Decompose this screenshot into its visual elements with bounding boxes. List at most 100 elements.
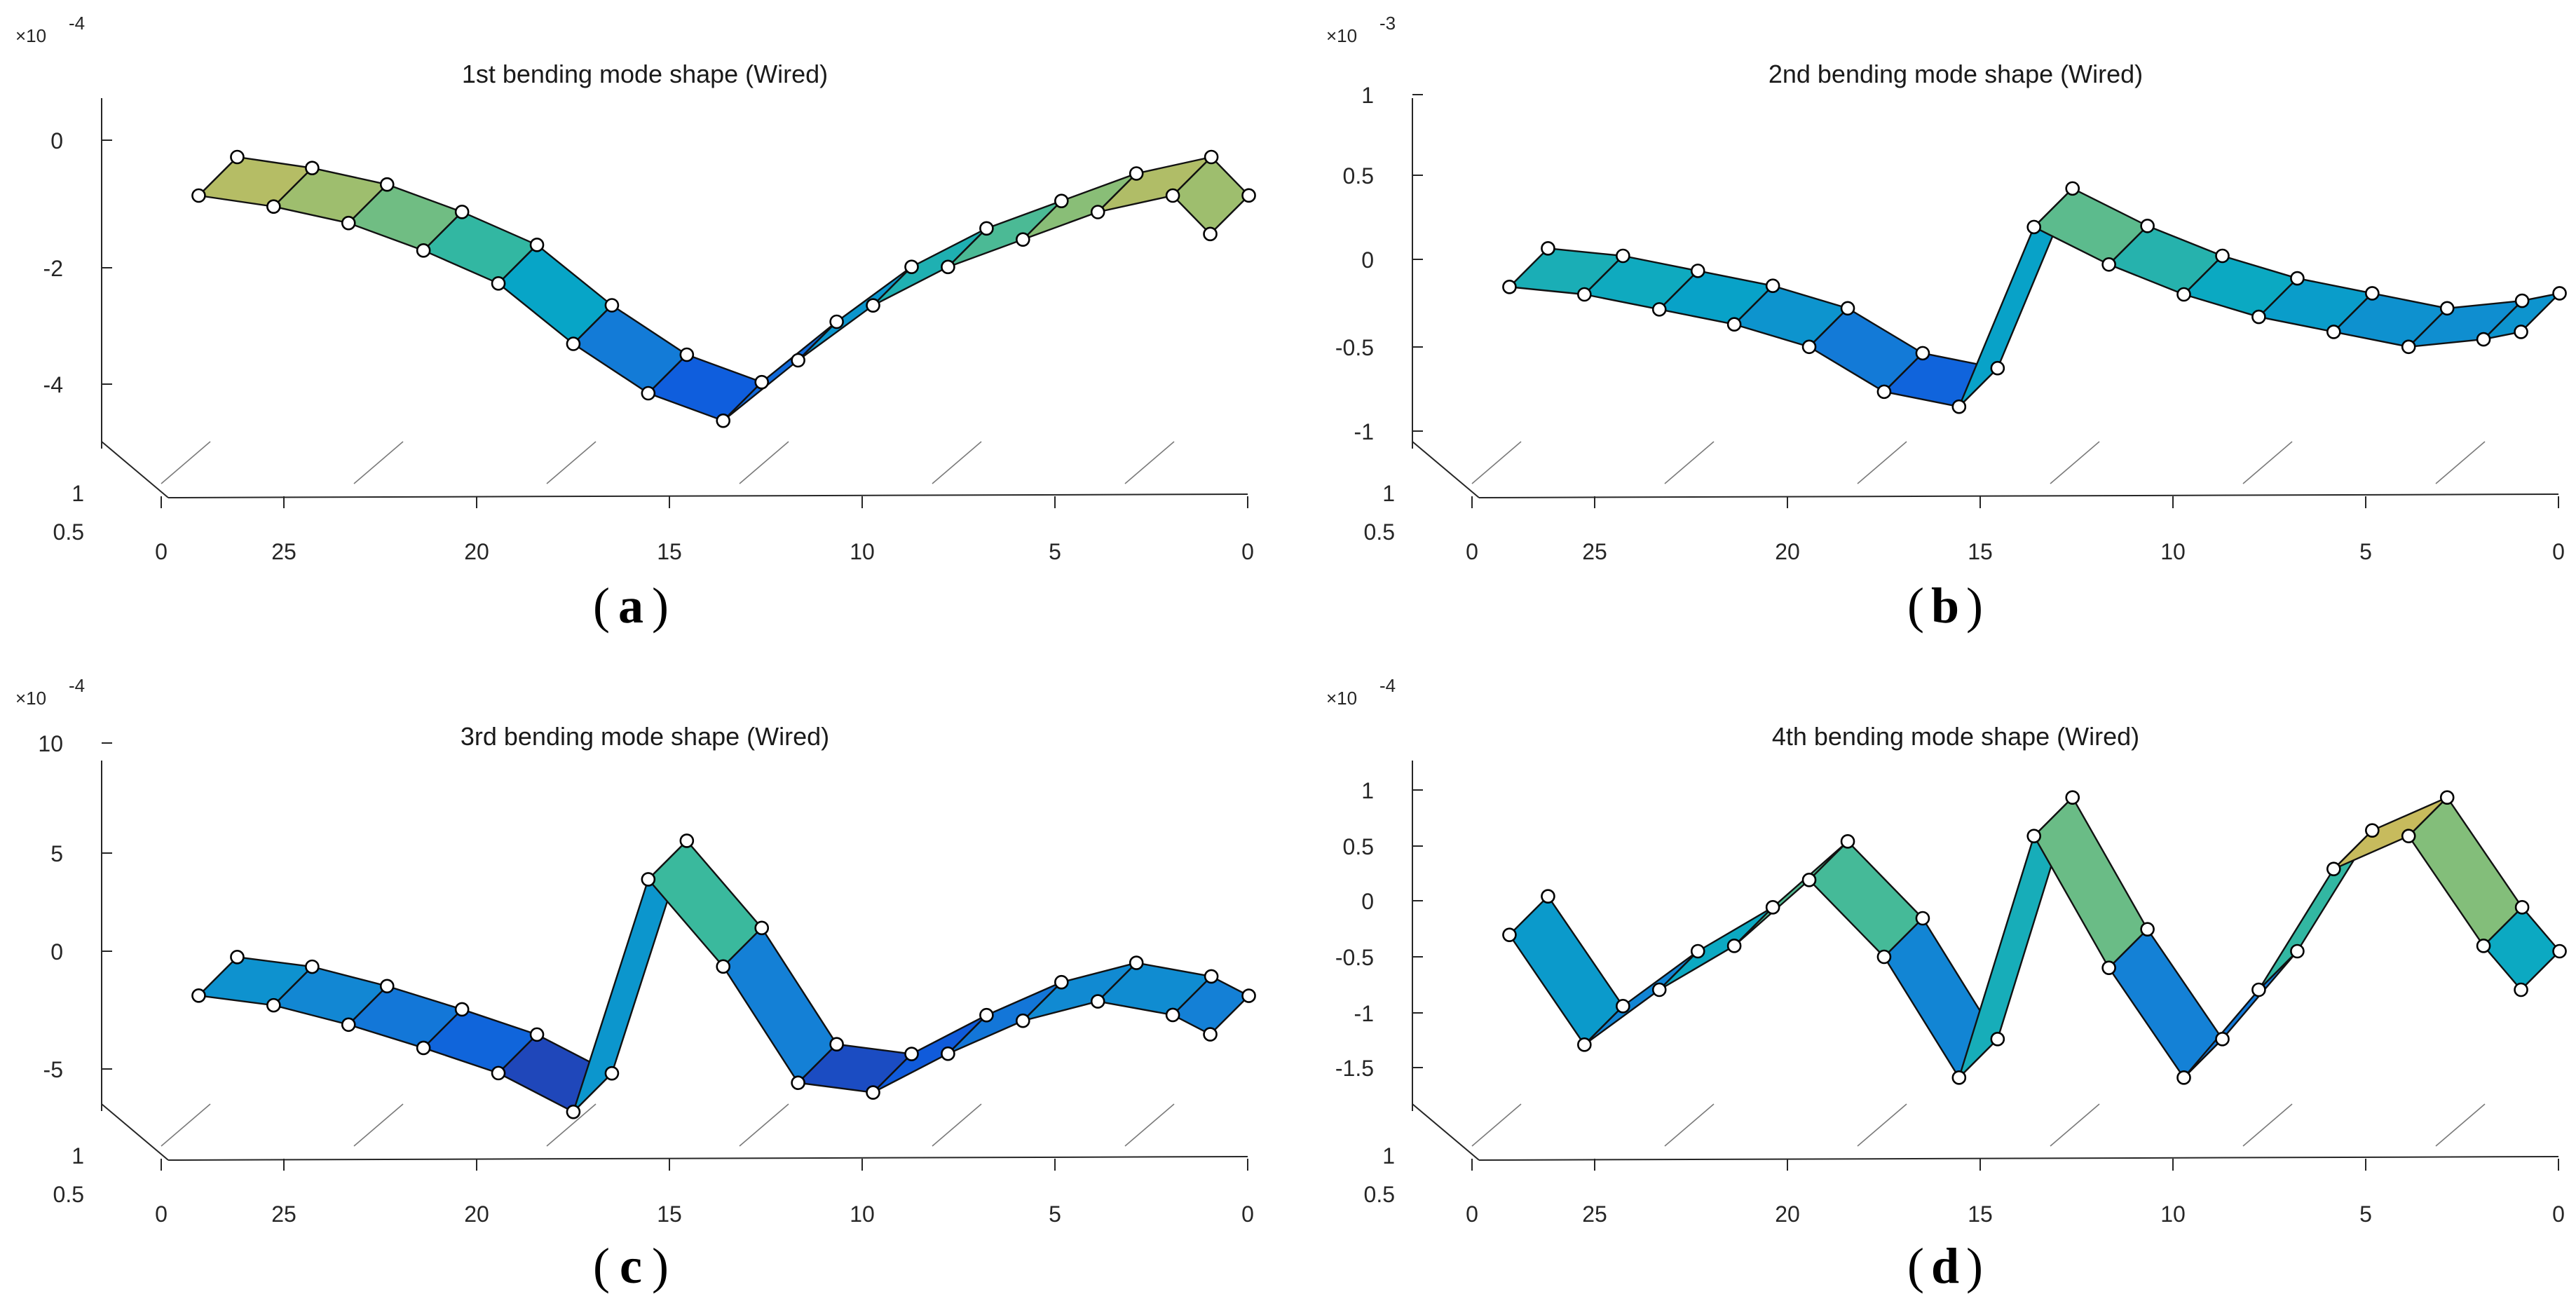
x-tick-label: 0 [1466, 1201, 1478, 1227]
sensor-node [2326, 861, 2341, 876]
surface-rung [2520, 951, 2561, 990]
floor-guide [2242, 441, 2293, 484]
surface-rung [947, 228, 988, 268]
sensor-node [1090, 994, 1105, 1009]
x-tick-label: 25 [271, 539, 297, 564]
caption-paren-open: ( [593, 578, 610, 634]
sensor-node [2514, 900, 2530, 915]
x-tick-label: 15 [657, 1201, 682, 1227]
y-tick-label: 1 [1361, 83, 1374, 108]
surface-rung [1883, 353, 1923, 393]
floor-guide [2435, 1103, 2486, 1147]
sensor-node [2514, 982, 2528, 997]
surface-rung [1658, 951, 1699, 990]
sensor-node [341, 215, 356, 231]
sensor-node [2365, 286, 2380, 301]
sensor-node [1090, 205, 1105, 219]
surface-rung [1808, 307, 1848, 348]
sensor-node [866, 1085, 880, 1100]
y-tick-label: -0.5 [1335, 335, 1374, 360]
surface-rung [1658, 270, 1699, 311]
surface-rung [797, 1043, 838, 1084]
sensor-node [566, 336, 581, 351]
surface-rung [198, 956, 238, 997]
surface-rung [648, 354, 688, 394]
floor-guide [1857, 441, 1907, 484]
y-tick-label: 0 [50, 128, 63, 154]
y-tick-label: 0.5 [1343, 163, 1374, 189]
surface-rung [2408, 796, 2448, 837]
sensor-node [341, 1017, 356, 1033]
sensor-node [754, 374, 770, 390]
z-tick-label: 1 [1382, 1143, 1395, 1169]
y-tick-label: -2 [43, 256, 63, 281]
sensor-node [2476, 939, 2491, 953]
sensor-node [305, 161, 320, 175]
surface-face [722, 320, 838, 422]
surface-rung [1022, 200, 1063, 240]
surface-rung [498, 1034, 538, 1074]
axis-exponent: -4 [69, 13, 85, 34]
surface-rung [2483, 300, 2523, 340]
sensor-node [2140, 922, 2155, 936]
surface-rung [1209, 195, 1250, 235]
surface-rung [947, 1014, 988, 1055]
sensor-node [529, 1027, 545, 1042]
sensor-node [754, 920, 770, 936]
y-tick-label: -1 [1354, 419, 1374, 444]
sensor-node [2101, 960, 2116, 975]
caption-letter: a [618, 578, 643, 634]
sensor-node [2552, 944, 2567, 959]
y-tick-label: 0.5 [1343, 834, 1374, 859]
sensor-node [1577, 1037, 1592, 1052]
floor-guide [1857, 1103, 1907, 1147]
sensor-node [230, 149, 245, 165]
y-tick-label: -0.5 [1335, 945, 1374, 970]
sensor-node [1165, 188, 1180, 203]
sensor-node [866, 298, 880, 313]
x-tick-label: 5 [1049, 1201, 1061, 1227]
sensor-node [1204, 149, 1219, 165]
sensor-node [1203, 1027, 1218, 1042]
sensor-node [2026, 829, 2042, 843]
sensor-node [1765, 278, 1780, 294]
caption-paren-open: ( [593, 1238, 610, 1294]
sensor-node [2251, 982, 2266, 997]
sensor-node [379, 177, 395, 192]
surface-rung [273, 966, 313, 1006]
sensor-node [1765, 900, 1780, 915]
sensor-node [2514, 325, 2528, 339]
surface-rung [2258, 951, 2298, 990]
sensor-node [2065, 790, 2080, 805]
surface-rung [797, 321, 838, 361]
sensor-node [529, 238, 545, 252]
surface-rung [1583, 255, 1624, 295]
sensor-node [1726, 939, 1742, 953]
sensor-node [679, 833, 695, 848]
sensor-node [1840, 301, 1855, 316]
sensor-node [379, 979, 395, 994]
sensor-node [979, 1007, 994, 1023]
x-tick-label: 15 [1968, 539, 1993, 564]
sensor-node [491, 276, 506, 291]
surface-rung [1508, 895, 1549, 936]
surface-rung [2408, 307, 2448, 348]
sensor-node [829, 314, 844, 329]
floor-guide [1664, 441, 1715, 484]
sensor-node [2365, 823, 2380, 838]
sensor-node [2215, 1032, 2230, 1047]
sensor-node [2326, 325, 2341, 339]
sensor-node [1541, 889, 1555, 904]
z-axis-line [101, 1103, 169, 1161]
surface-rung [1883, 918, 1923, 958]
z-tick-label: 0.5 [53, 1182, 84, 1207]
x-tick-label: 25 [1582, 1201, 1607, 1227]
z-tick-label: 1 [1382, 481, 1395, 506]
caption-paren-open: ( [1907, 1238, 1924, 1294]
sensor-node [2401, 829, 2416, 843]
sensor-node [266, 199, 281, 214]
sensor-node [2101, 257, 2116, 272]
sensor-node [904, 259, 919, 274]
surface-rung [2520, 292, 2561, 333]
caption-d: (d) [1907, 1238, 1983, 1294]
